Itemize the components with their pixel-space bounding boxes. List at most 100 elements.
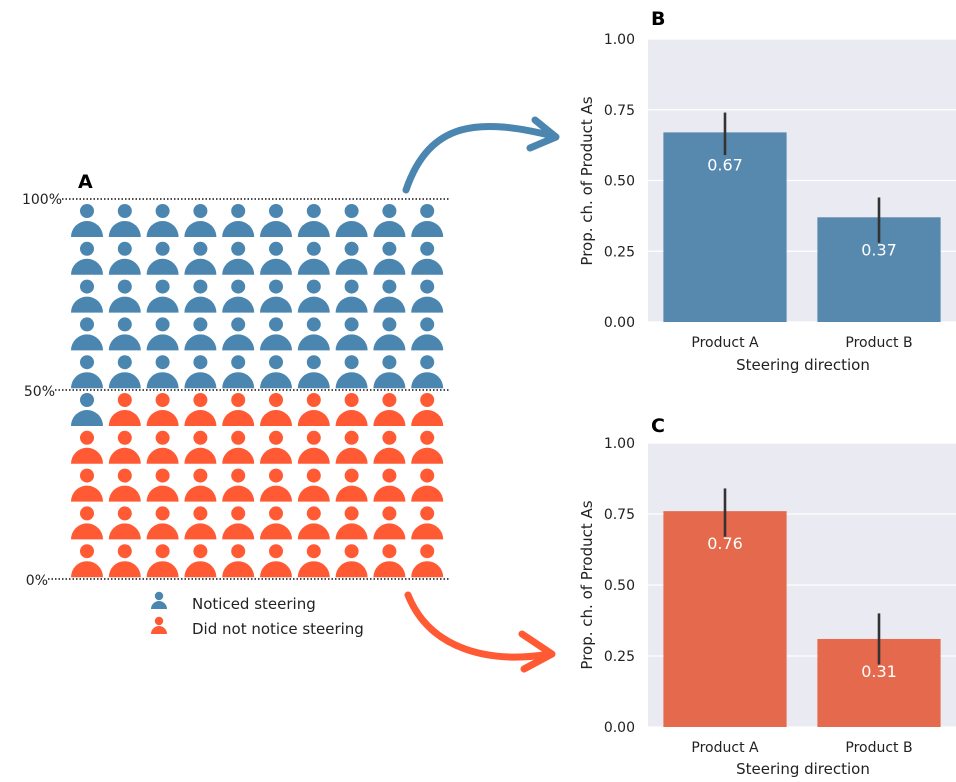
waffle-person-not-noticed [335, 468, 368, 502]
waffle-person-noticed [184, 279, 217, 313]
waffle-person-not-noticed [71, 430, 103, 464]
waffle-person-not-noticed [411, 506, 444, 540]
waffle-person-noticed [297, 204, 330, 237]
legend-label-noticed: Noticed steering [192, 595, 316, 613]
waffle-person-noticed [222, 317, 255, 351]
waffle-person-not-noticed [260, 506, 292, 540]
waffle-tick-50: 50% [24, 384, 55, 400]
waffle-person-noticed [184, 241, 217, 275]
waffle-person-not-noticed [373, 506, 406, 540]
waffle-person-noticed [260, 355, 292, 389]
waffle-person-noticed [373, 204, 406, 237]
waffle-person-not-noticed [108, 544, 141, 578]
bar-value-label: 0.76 [707, 534, 743, 553]
waffle-person-noticed [335, 317, 368, 351]
waffle-person-noticed [146, 241, 179, 275]
waffle-person-not-noticed [411, 430, 444, 464]
waffle-person-not-noticed [146, 393, 179, 426]
waffle-person-not-noticed [184, 430, 217, 464]
waffle-person-noticed [184, 355, 217, 389]
x-tick-label: Product A [691, 335, 759, 351]
panel-b-xticks: Product A Product B [691, 335, 912, 351]
waffle-person-noticed [297, 317, 330, 351]
bar-value-label: 0.31 [861, 662, 897, 681]
waffle-person-noticed [146, 204, 179, 237]
waffle-person-noticed [222, 204, 255, 237]
waffle-person-noticed [71, 279, 103, 313]
waffle-person-noticed [222, 355, 255, 389]
waffle-person-not-noticed [184, 506, 217, 540]
y-tick-label: 0.75 [604, 103, 635, 119]
x-tick-label: Product A [691, 740, 759, 756]
waffle-person-not-noticed [297, 393, 330, 426]
waffle-person-not-noticed [71, 506, 103, 540]
y-tick-label: 1.00 [604, 436, 635, 452]
waffle-person-not-noticed [373, 468, 406, 502]
y-tick-label: 0.00 [604, 720, 635, 736]
waffle-person-not-noticed [297, 468, 330, 502]
waffle-person-not-noticed [222, 430, 255, 464]
panel-b-letter: B [651, 8, 665, 30]
waffle-person-noticed [71, 355, 103, 389]
waffle-person-noticed [184, 204, 217, 237]
waffle-person-noticed [146, 355, 179, 389]
bar-product-a [663, 132, 787, 322]
waffle-person-not-noticed [222, 544, 255, 578]
y-tick-label: 0.00 [604, 315, 635, 331]
waffle-person-noticed [108, 355, 141, 389]
waffle-person-noticed [335, 279, 368, 313]
panel-c-ylabel: Prop. ch. of Product As [578, 500, 596, 669]
waffle-tick-100: 100% [22, 192, 62, 208]
waffle-person-not-noticed [108, 468, 141, 502]
waffle-person-not-noticed [146, 544, 179, 578]
panel-c: C 0.76 0.31 0.00 0.25 0.50 0.75 1.00 Product … [578, 415, 956, 778]
waffle-person-noticed [373, 317, 406, 351]
waffle-person-noticed [71, 204, 103, 237]
waffle-person-not-noticed [184, 468, 217, 502]
waffle-person-not-noticed [260, 468, 292, 502]
waffle-person-not-noticed [411, 393, 444, 426]
waffle-person-not-noticed [108, 430, 141, 464]
waffle-person-noticed [335, 355, 368, 389]
waffle-person-not-noticed [108, 393, 141, 426]
legend: Noticed steering Did not notice steering [151, 591, 364, 638]
waffle-person-noticed [222, 279, 255, 313]
waffle-person-noticed [146, 317, 179, 351]
waffle-person-not-noticed [222, 506, 255, 540]
panel-c-xticks: Product A Product B [691, 740, 912, 756]
waffle-person-noticed [71, 317, 103, 351]
waffle-person-noticed [411, 355, 444, 389]
arrow-top [402, 116, 560, 194]
panel-b-yticks: 0.00 0.25 0.50 0.75 1.00 [604, 32, 635, 331]
panel-a: A 100% 50% 0% Noticed steering Did not n… [22, 171, 450, 638]
waffle-person-not-noticed [335, 430, 368, 464]
waffle-person-noticed [411, 317, 444, 351]
waffle-person-noticed [146, 279, 179, 313]
waffle-person-not-noticed [108, 506, 141, 540]
waffle-person-noticed [411, 279, 444, 313]
legend-icon-noticed [151, 591, 167, 609]
waffle-person-noticed [260, 204, 292, 237]
waffle-person-not-noticed [146, 468, 179, 502]
panel-b-ylabel: Prop. ch. of Product As [578, 96, 596, 265]
waffle-person-noticed [108, 317, 141, 351]
waffle-person-not-noticed [71, 468, 103, 502]
waffle-person-noticed [71, 241, 103, 275]
waffle-person-noticed [260, 241, 292, 275]
waffle-person-noticed [108, 279, 141, 313]
waffle-person-not-noticed [146, 506, 179, 540]
waffle-person-noticed [260, 317, 292, 351]
y-tick-label: 0.50 [604, 578, 635, 594]
waffle-person-not-noticed [373, 544, 406, 578]
waffle-person-not-noticed [297, 430, 330, 464]
waffle-person-not-noticed [184, 393, 217, 426]
waffle-person-noticed [222, 241, 255, 275]
waffle-tick-0: 0% [26, 573, 48, 589]
y-tick-label: 0.75 [604, 507, 635, 523]
bar-product-a [663, 511, 787, 727]
waffle-person-noticed [373, 355, 406, 389]
panel-c-xlabel: Steering direction [736, 760, 870, 778]
x-tick-label: Product B [845, 740, 912, 756]
waffle-person-not-noticed [297, 544, 330, 578]
